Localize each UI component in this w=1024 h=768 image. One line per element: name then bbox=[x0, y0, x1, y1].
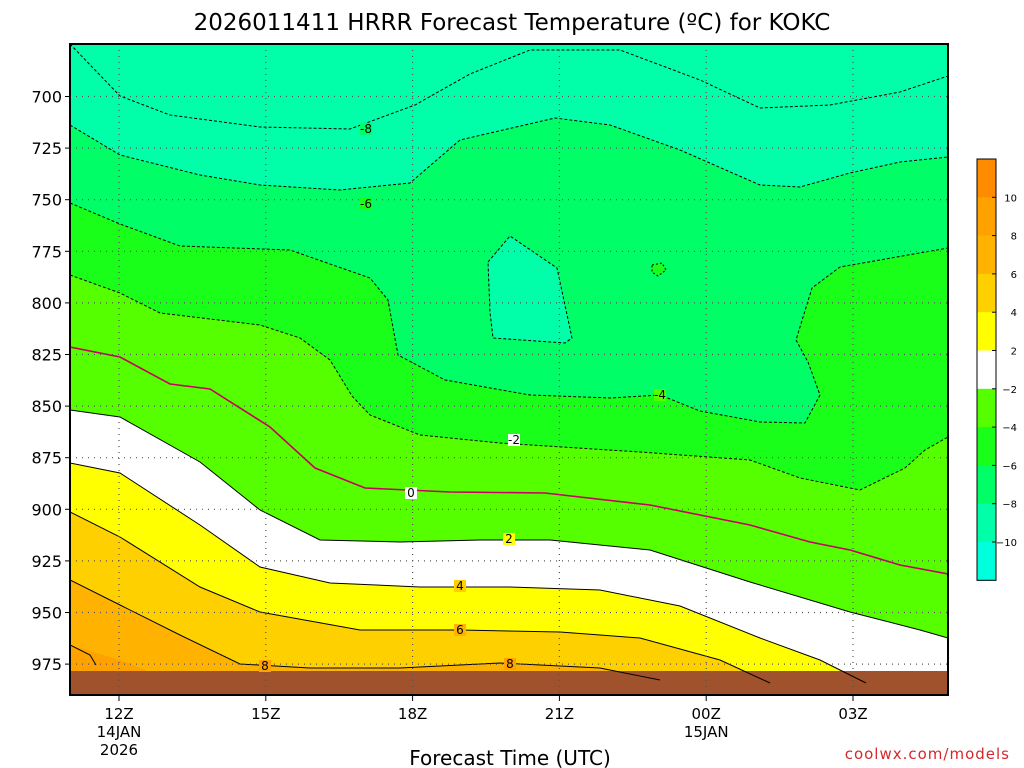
contour-label-4: 4 bbox=[456, 579, 464, 593]
colorbar-band bbox=[977, 542, 996, 581]
contour-10 bbox=[70, 644, 97, 666]
colorbar: 10 8 6 4 2 −2 −4 −6 −8 −10 bbox=[976, 158, 1017, 581]
x-tick-label: 12Z bbox=[104, 705, 133, 723]
colorbar-band bbox=[977, 350, 996, 390]
colorbar-band bbox=[977, 503, 996, 543]
chart-title: 2026011411 HRRR Forecast Temperature (ºC… bbox=[194, 10, 831, 36]
colorbar-band bbox=[977, 273, 996, 313]
contour-minus6-blob bbox=[651, 262, 667, 277]
x-tick-label: 21Z bbox=[545, 705, 574, 723]
contour-label-6: 6 bbox=[456, 623, 464, 637]
x-tick-label: 03Z bbox=[838, 705, 867, 723]
colorbar-label: −4 bbox=[1002, 423, 1017, 434]
contour-label-0: 0 bbox=[407, 486, 415, 500]
colorbar-label: −8 bbox=[1002, 500, 1017, 511]
y-axis: 700 725 750 775 800 825 850 875 900 925 950 975 bbox=[31, 88, 70, 674]
y-tick-label: 975 bbox=[31, 655, 62, 674]
colorbar-label: 8 bbox=[1011, 232, 1017, 243]
band-4-to-6 bbox=[70, 512, 948, 695]
x-tick-label: 15Z bbox=[251, 705, 280, 723]
contour-0 bbox=[70, 346, 948, 575]
y-tick-label: 800 bbox=[31, 294, 62, 313]
ground bbox=[70, 671, 948, 695]
y-tick-label: 850 bbox=[31, 397, 62, 416]
x-tick-date: 14JAN bbox=[97, 723, 142, 741]
cell-minus10-to-minus8 bbox=[488, 236, 572, 343]
colorbar-band bbox=[977, 388, 996, 428]
contour-8 bbox=[70, 579, 661, 681]
plot-area: -8 -6 -4 -2 0 2 4 6 8 8 bbox=[70, 44, 948, 695]
contour-minus6 bbox=[70, 117, 948, 191]
contour-labels: -8 -6 -4 -2 0 2 4 6 8 8 bbox=[259, 122, 666, 673]
plot-frame bbox=[69, 43, 949, 696]
y-tick-label: 825 bbox=[31, 346, 62, 365]
colorbar-band bbox=[977, 427, 996, 466]
x-tick-label: 18Z bbox=[398, 705, 427, 723]
colorbar-label: 4 bbox=[1011, 308, 1017, 319]
colorbar-band bbox=[977, 465, 996, 505]
colorbar-band bbox=[977, 235, 996, 275]
credit-text: coolwx.com/models bbox=[845, 745, 1010, 763]
contour-label-minus2: -2 bbox=[508, 433, 520, 447]
y-tick-label: 725 bbox=[31, 139, 62, 158]
y-tick-label: 750 bbox=[31, 191, 62, 210]
contour-minus8 bbox=[70, 44, 948, 130]
contour-minus8-cell bbox=[487, 235, 573, 344]
colorbar-band bbox=[977, 197, 996, 237]
contour-label-minus6: -6 bbox=[360, 197, 372, 211]
colorbar-label: −6 bbox=[1002, 461, 1017, 472]
contour-label-8b: 8 bbox=[506, 657, 514, 671]
colorbar-label: 10 bbox=[1004, 193, 1017, 204]
colorbar-label: 6 bbox=[1011, 270, 1017, 281]
contour-minus4 bbox=[70, 202, 948, 424]
x-axis-title: Forecast Time (UTC) bbox=[409, 746, 611, 768]
contour-6 bbox=[70, 511, 771, 684]
y-tick-label: 875 bbox=[31, 449, 62, 468]
contour-label-minus8: -8 bbox=[360, 122, 372, 136]
y-tick-label: 950 bbox=[31, 604, 62, 623]
x-tick-year: 2026 bbox=[100, 741, 138, 759]
colorbar-frame bbox=[976, 158, 997, 581]
contour-minus2 bbox=[70, 274, 948, 491]
colorbar-label: 2 bbox=[1011, 347, 1017, 358]
contour-label-2: 2 bbox=[505, 532, 513, 546]
contour-label-minus4: -4 bbox=[654, 388, 666, 402]
colorbar-band bbox=[977, 312, 996, 351]
colorbar-band bbox=[977, 159, 996, 198]
x-tick-label: 00Z bbox=[692, 705, 721, 723]
y-tick-label: 925 bbox=[31, 552, 62, 571]
x-tick-date: 15JAN bbox=[684, 723, 729, 741]
colorbar-label: −10 bbox=[996, 538, 1017, 549]
y-tick-label: 900 bbox=[31, 500, 62, 519]
y-tick-label: 775 bbox=[31, 242, 62, 261]
grid-lines bbox=[70, 44, 948, 695]
y-tick-label: 700 bbox=[31, 88, 62, 107]
colorbar-label: −2 bbox=[1002, 385, 1017, 396]
contour-label-8: 8 bbox=[261, 659, 269, 673]
